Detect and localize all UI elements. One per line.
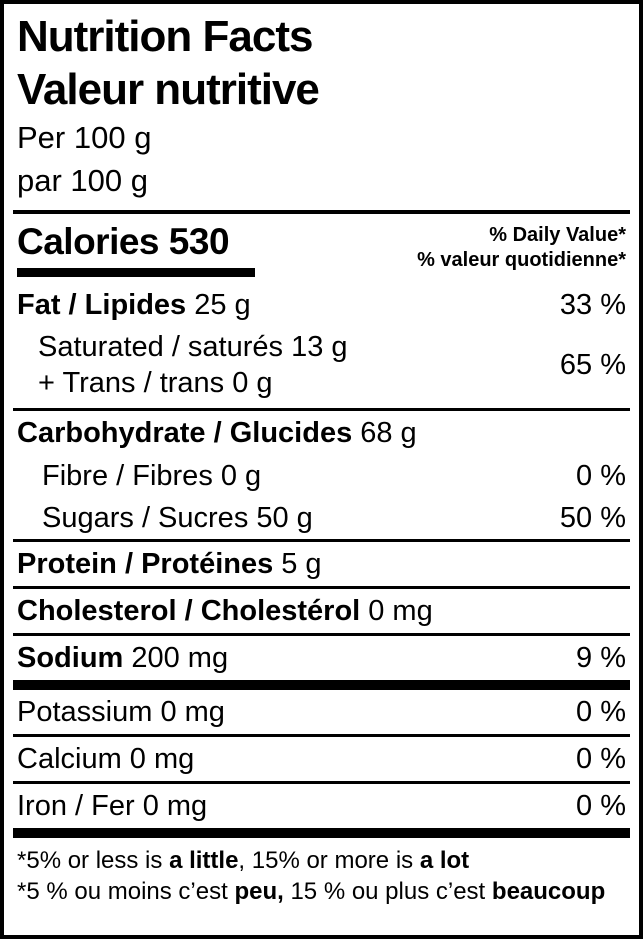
footnote-fr-peu: peu, <box>234 878 284 905</box>
fibre-label: Fibre / Fibres 0 g <box>42 460 262 492</box>
potassium-label: Potassium 0 mg <box>17 696 225 728</box>
protein-label: Protein / Protéines <box>17 548 274 580</box>
daily-value-header-fr: % valeur quotidienne* <box>417 249 626 271</box>
row-saturated-trans: Saturated / saturés 13 g + Trans / trans… <box>13 327 630 408</box>
footnote-en-text: *5% or less is <box>17 847 170 874</box>
row-sodium: Sodium 200 mg 9 % <box>13 636 630 680</box>
calories-label: Calories <box>17 221 160 262</box>
serving-size-en: Per 100 g <box>17 120 152 155</box>
divider-thick <box>13 828 630 838</box>
fat-amount: 25 g <box>194 289 251 321</box>
footnotes: *5% or less is a little, 15% or more is … <box>13 838 630 907</box>
daily-value-header-en: % Daily Value* <box>489 224 626 246</box>
divider-header <box>13 210 630 214</box>
title-en: Nutrition Facts <box>17 12 313 61</box>
row-fibre: Fibre / Fibres 0 g 0 % <box>13 455 630 497</box>
calories-section: Calories 530 % Daily Value* % valeur quo… <box>13 214 630 283</box>
calories-value: 530 <box>168 221 230 262</box>
sugars-label: Sugars / Sucres 50 g <box>42 502 313 534</box>
divider-thick <box>13 680 630 690</box>
fibre-dv: 0 % <box>576 460 626 492</box>
sodium-label: Sodium <box>17 642 124 674</box>
footnote-en: *5% or less is a little, 15% or more is … <box>17 845 626 876</box>
title-fr: Valeur nutritive <box>17 65 320 114</box>
saturated-line: Saturated / saturés 13 g <box>38 331 348 363</box>
divider <box>13 781 630 784</box>
footnote-en-a-little: a little <box>169 847 239 874</box>
footnote-fr-beaucoup: beaucoup <box>491 878 606 905</box>
carbohydrate-amount: 68 g <box>360 417 417 449</box>
calories-block: Calories 530 <box>17 219 255 283</box>
calories-line: Calories 530 <box>17 219 255 265</box>
daily-value-header: % Daily Value* % valeur quotidienne* <box>417 219 626 273</box>
calories-underline <box>17 268 255 277</box>
fat-name: Fat / Lipides 25 g <box>17 288 251 322</box>
row-iron: Iron / Fer 0 mg 0 % <box>13 784 630 828</box>
cholesterol-name: Cholesterol / Cholestérol 0 mg <box>17 594 433 628</box>
footnote-en-mid: , 15% or more is <box>238 847 420 874</box>
row-potassium: Potassium 0 mg 0 % <box>13 690 630 734</box>
divider <box>13 734 630 737</box>
calcium-dv: 0 % <box>576 743 626 775</box>
sodium-name: Sodium 200 mg <box>17 641 228 675</box>
row-cholesterol: Cholesterol / Cholestérol 0 mg <box>13 589 630 633</box>
serving-size-fr: par 100 g <box>17 163 148 198</box>
carbohydrate-label: Carbohydrate / Glucides <box>17 417 353 449</box>
iron-dv: 0 % <box>576 790 626 822</box>
label-header: Nutrition Facts Valeur nutritive Per 100… <box>13 4 630 210</box>
potassium-dv: 0 % <box>576 696 626 728</box>
footnote-en-a-lot: a lot <box>419 847 470 874</box>
divider <box>13 633 630 636</box>
trans-line: + Trans / trans 0 g <box>38 367 273 399</box>
footnote-fr-mid: 15 % ou plus c’est <box>283 878 492 905</box>
carbohydrate-name: Carbohydrate / Glucides 68 g <box>17 416 417 450</box>
sodium-amount: 200 mg <box>131 642 229 674</box>
protein-amount: 5 g <box>281 548 322 580</box>
divider <box>13 408 630 411</box>
footnote-fr-text: *5 % ou moins c’est <box>17 878 235 905</box>
footnote-fr: *5 % ou moins c’est peu, 15 % ou plus c’… <box>17 876 626 907</box>
protein-name: Protein / Protéines 5 g <box>17 547 322 581</box>
row-sugars: Sugars / Sucres 50 g 50 % <box>13 497 630 539</box>
divider <box>13 539 630 542</box>
sodium-dv: 9 % <box>576 642 626 674</box>
row-carbohydrate: Carbohydrate / Glucides 68 g <box>13 411 630 455</box>
fat-dv: 33 % <box>559 289 626 321</box>
fat-label: Fat / Lipides <box>17 289 187 321</box>
row-fat: Fat / Lipides 25 g 33 % <box>13 283 630 327</box>
iron-label: Iron / Fer 0 mg <box>17 790 208 822</box>
row-calcium: Calcium 0 mg 0 % <box>13 737 630 781</box>
saturated-trans-dv: 65 % <box>559 348 626 381</box>
cholesterol-label: Cholesterol / Cholestérol <box>17 595 361 627</box>
row-protein: Protein / Protéines 5 g <box>13 542 630 586</box>
calcium-label: Calcium 0 mg <box>17 743 195 775</box>
cholesterol-amount: 0 mg <box>368 595 433 627</box>
sugars-dv: 50 % <box>559 502 626 534</box>
saturated-trans-lines: Saturated / saturés 13 g + Trans / trans… <box>17 329 348 401</box>
divider <box>13 586 630 589</box>
